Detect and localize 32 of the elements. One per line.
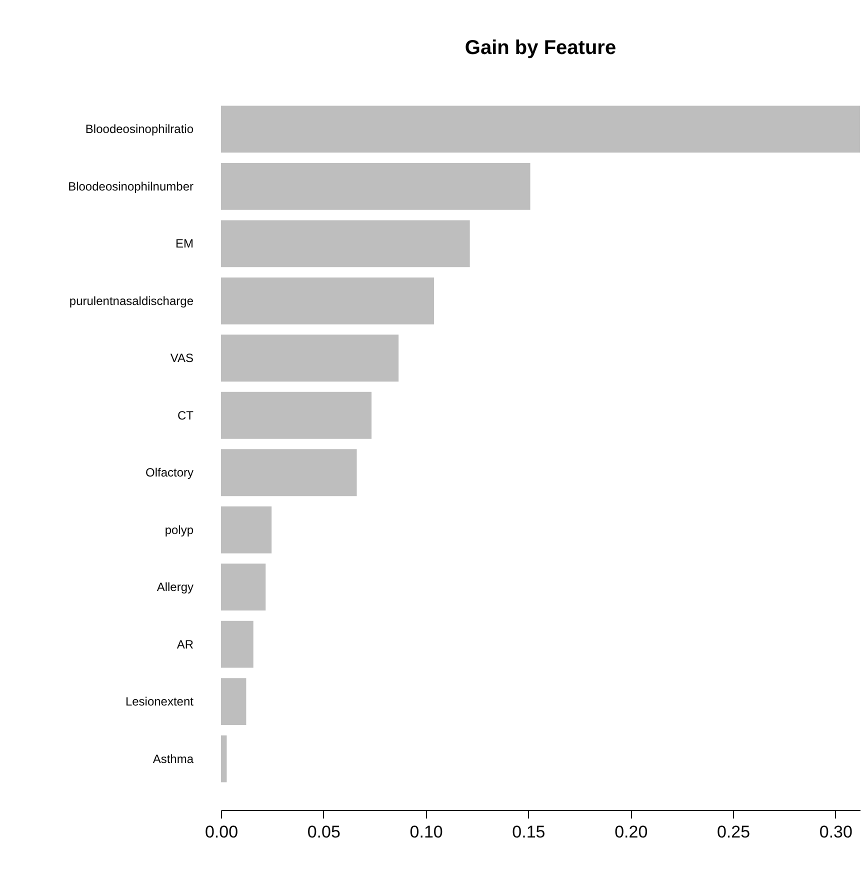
bar — [221, 564, 266, 611]
bar — [221, 506, 272, 554]
y-tick-label: Bloodeosinophilnumber — [68, 179, 194, 194]
bar — [221, 277, 434, 324]
chart-title: Gain by Feature — [464, 37, 616, 59]
y-tick-label: Olfactory — [145, 466, 194, 480]
y-tick-label: Allergy — [156, 580, 194, 594]
bar — [221, 106, 860, 153]
y-tick-label: purulentnasaldischarge — [69, 294, 194, 308]
bar — [221, 449, 357, 496]
x-tick-label: 0.05 — [307, 822, 340, 842]
x-tick-label: 0.25 — [716, 822, 750, 842]
y-tick-label: polyp — [164, 522, 194, 537]
x-tick-label: 0.30 — [819, 822, 852, 842]
x-tick-label: 0.10 — [410, 822, 443, 842]
bar — [221, 620, 254, 668]
x-tick-label: 0.00 — [204, 822, 238, 842]
x-tick-label: 0.15 — [512, 822, 546, 842]
y-tick-label: Bloodeosinophilratio — [85, 122, 194, 136]
bar — [221, 220, 470, 268]
bar — [221, 162, 530, 210]
y-tick-label: Lesionextent — [125, 694, 194, 709]
y-tick-label: CT — [178, 408, 194, 422]
y-tick-label: VAS — [170, 351, 194, 366]
bar — [221, 735, 227, 782]
bar — [221, 392, 372, 439]
bar — [221, 678, 246, 726]
y-tick-label: EM — [176, 236, 194, 251]
x-tick-label: 0.20 — [614, 822, 648, 842]
y-tick-label: AR — [176, 637, 194, 652]
y-tick-label: Asthma — [152, 752, 194, 766]
bar — [221, 334, 399, 382]
